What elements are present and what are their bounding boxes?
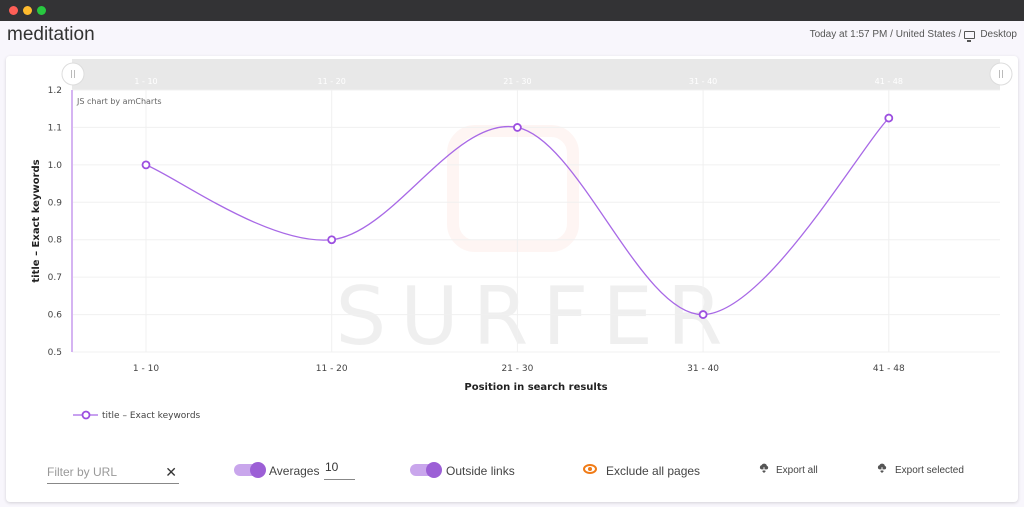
amcharts-credit-link[interactable]: JS chart by amCharts [76,97,162,106]
scrollbar-label: 21 - 30 [503,77,531,86]
eye-icon[interactable] [583,464,597,474]
averages-label: Averages [269,464,320,478]
data-point-marker[interactable] [698,310,708,319]
x-tick-label: 21 - 30 [501,364,533,374]
device-label: Desktop [980,29,1017,40]
report-meta-text: Today at 1:57 PM / United States / [809,29,962,40]
filter-by-url-input[interactable] [47,462,157,479]
y-tick-label: 0.9 [48,198,63,208]
grip-handle[interactable] [61,62,85,86]
report-meta: Today at 1:57 PM / United States / Deskt… [809,29,1017,42]
page-title: meditation [7,24,95,45]
grip-handle[interactable] [989,62,1013,86]
averages-toggle-knob [250,462,266,478]
data-point-marker[interactable] [141,160,151,170]
averages-count-input[interactable]: 10 [324,460,355,480]
chart-scrollbar-track[interactable] [72,59,1000,90]
chart-legend-item[interactable]: title – Exact keywords [73,410,201,421]
x-tick-label: 41 - 48 [873,364,905,374]
clear-filter-icon[interactable]: ✕ [165,464,177,480]
y-tick-label: 1.2 [48,86,62,96]
y-tick-label: 0.8 [48,236,63,246]
export-all-button[interactable]: Export all [776,465,818,476]
y-axis-title: title – Exact keywords [31,159,42,282]
maximize-window-button[interactable] [37,6,46,15]
y-tick-label: 0.6 [48,311,63,321]
cloud-download-icon[interactable] [757,463,771,473]
legend-marker-icon [81,410,91,420]
x-tick-label: 11 - 20 [316,364,348,374]
data-point-marker[interactable] [512,123,522,132]
chart-card: SURFER 1 - 10 11 - 20 21 - 30 31 - 40 41 - 48… [6,56,1018,502]
exclude-all-pages-button[interactable]: Exclude all pages [606,464,701,478]
y-tick-label: 1.0 [48,161,63,171]
y-tick-label: 0.5 [48,348,62,358]
outside-links-toggle[interactable] [410,462,442,478]
surfer-watermark: SURFER [335,125,736,363]
scrollbar-label: 11 - 20 [318,77,346,86]
series-line [145,117,890,316]
cloud-download-icon[interactable] [875,463,889,473]
x-tick-label: 1 - 10 [133,364,159,374]
x-tick-label: 31 - 40 [687,364,719,374]
chart-controls: ✕ Averages 10 Outside links Exclude all … [6,456,1018,502]
desktop-monitor-icon [964,30,976,42]
watermark-text: SURFER [335,270,736,363]
data-point-marker[interactable] [327,235,337,245]
outside-links-toggle-knob [426,462,442,478]
scrollbar-label: 31 - 40 [689,77,717,86]
window-titlebar [0,0,1024,21]
y-tick-label: 1.1 [48,123,62,133]
line-chart: SURFER 1 - 10 11 - 20 21 - 30 31 - 40 41 - 48… [31,59,1013,421]
minimize-window-button[interactable] [23,6,32,15]
export-selected-button[interactable]: Export selected [895,465,964,476]
scrollbar-right-grip[interactable] [989,62,1013,86]
x-axis-title: Position in search results [464,382,607,393]
scrollbar-label: 41 - 48 [875,77,903,86]
outside-links-label: Outside links [446,464,515,478]
watermark-logo-icon [447,125,579,252]
close-window-button[interactable] [9,6,18,15]
scrollbar-left-grip[interactable] [61,62,85,86]
filter-by-url-field[interactable]: ✕ [47,462,179,484]
data-point-marker[interactable] [884,113,894,123]
averages-toggle[interactable] [234,462,266,478]
y-tick-label: 0.7 [48,273,62,283]
scrollbar-label: 1 - 10 [134,77,157,86]
page-header: meditation Today at 1:57 PM / United Sta… [0,21,1024,55]
legend-label: title – Exact keywords [102,411,201,421]
